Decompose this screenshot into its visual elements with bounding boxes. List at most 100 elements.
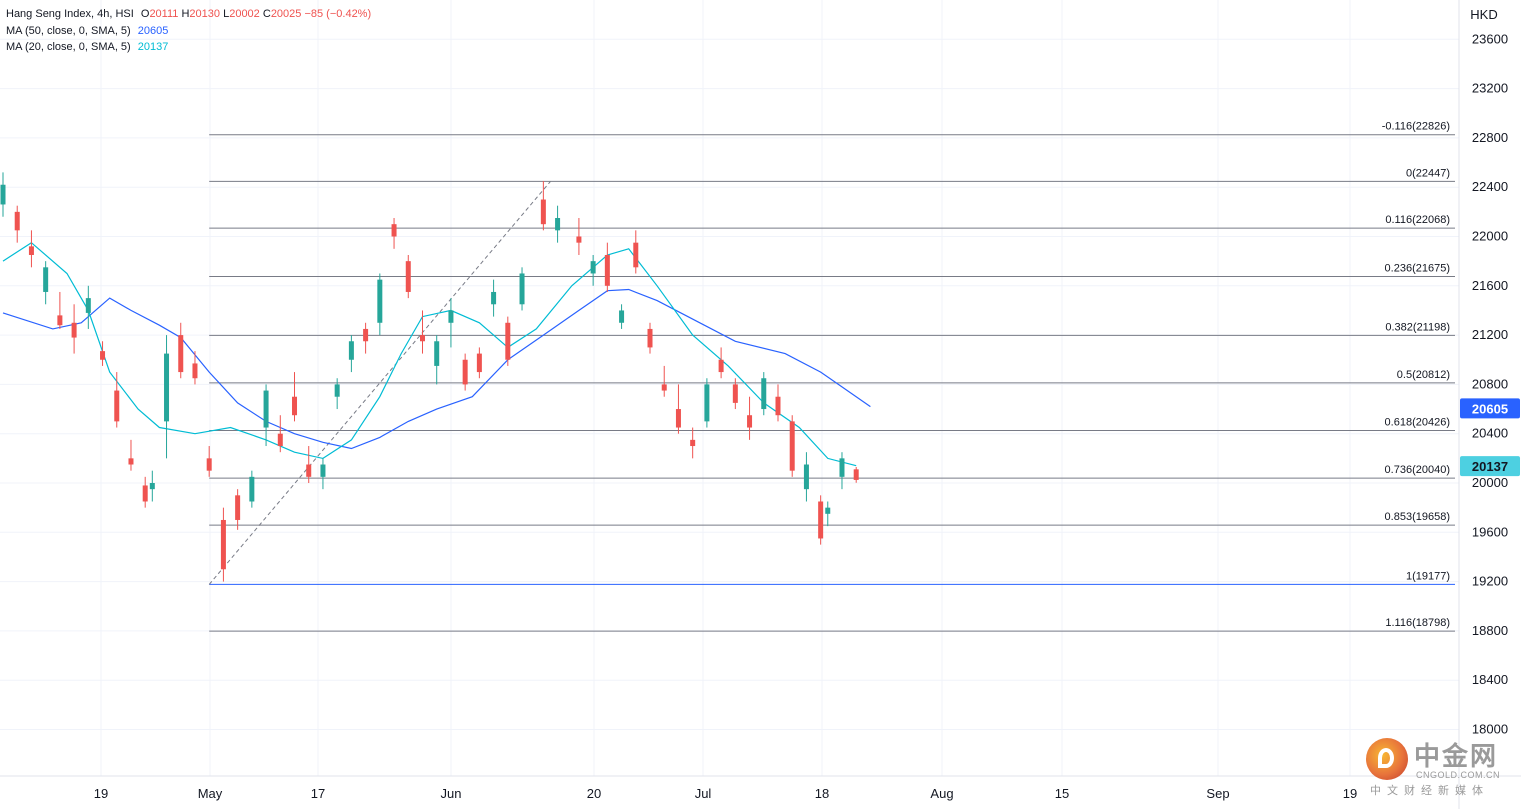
candle-body-down [178, 335, 184, 373]
candle-body-down [57, 315, 63, 326]
candle-body-up [43, 267, 49, 292]
candle-body-down [128, 458, 134, 465]
time-tick-label: 19 [1343, 786, 1357, 801]
fib-level-label: -0.116(22826) [1382, 121, 1450, 133]
legend-ma50-row[interactable]: MA (50, close, 0, SMA, 5) 20605 [6, 23, 371, 40]
candle-body-up [0, 184, 6, 205]
price-tick-label: 20400 [1472, 426, 1508, 441]
open-label: O [140, 8, 150, 20]
close-label: C [262, 8, 271, 20]
time-tick-label: 18 [815, 786, 829, 801]
ma50-line [2, 288, 871, 450]
legend-symbol-row[interactable]: Hang Seng Index, 4h, HSI O20111 H20130 L… [6, 6, 371, 23]
ma20-label: MA (20, close, 0, SMA, 5) [6, 41, 131, 53]
change-value: −85 (−0.42%) [304, 8, 372, 20]
price-tick-label: 20000 [1472, 475, 1508, 490]
candle-body-down [100, 351, 106, 360]
candle-body-up [263, 390, 269, 428]
fib-level-label: 1.116(18798) [1385, 617, 1450, 629]
fib-level-label: 0.853(19658) [1385, 511, 1450, 523]
candle-body-up [761, 378, 767, 410]
price-tick-label: 21200 [1472, 327, 1508, 342]
candle-body-down [604, 254, 610, 286]
candle-body-down [661, 384, 667, 391]
candle-body-up [164, 353, 170, 422]
currency-label: HKD [1470, 7, 1497, 22]
time-tick-label: May [198, 786, 223, 801]
price-axis[interactable]: 18000 18400 18800 19200 19600 20000 20400 20800… [1458, 0, 1520, 809]
price-tick-label: 18000 [1472, 722, 1508, 737]
ma20-line [2, 241, 857, 467]
candle-body-down [775, 396, 781, 416]
time-tick-label: Jul [695, 786, 712, 801]
time-tick-label: Aug [930, 786, 953, 801]
candle-body-down [405, 261, 411, 292]
candle-body-up [85, 298, 91, 313]
ma50-price-tag[interactable] [1460, 398, 1520, 419]
high-value: 20130 [189, 8, 221, 20]
fib-level-label: 0.236(21675) [1385, 263, 1450, 275]
candlesticks [0, 172, 859, 582]
ohlc-values: O20111 H20130 L20002 C20025 −85 (−0.42%) [141, 8, 371, 20]
candle-body-down [419, 335, 425, 342]
candle-body-down [14, 211, 20, 231]
fibonacci-retracement: -0.116(22826) 0(22447) 0.116(22068) 0.236(2… [208, 121, 1455, 632]
price-tick-label: 20800 [1472, 376, 1508, 391]
ma20-price-tag[interactable] [1460, 456, 1520, 477]
candle-body-down [235, 495, 241, 520]
candle-body-down [853, 469, 859, 480]
candle-body-up [348, 341, 354, 360]
candle-body-up [825, 507, 831, 514]
time-axis[interactable]: 19 May 17 Jun 20 Jul 18 Aug 15 Sep 19 [0, 775, 1521, 801]
candle-body-down [142, 485, 148, 502]
price-tick-label: 18400 [1472, 672, 1508, 687]
candle-body-up [590, 261, 596, 274]
price-tick-label: 18800 [1472, 623, 1508, 638]
candle-body-down [363, 328, 369, 342]
candle-body-down [540, 199, 546, 225]
candle-body-up [149, 483, 155, 490]
candle-body-up [249, 476, 255, 502]
watermark-url: CNGOLD.COM.CN [1416, 770, 1501, 780]
fib-level-label: 0.618(20426) [1385, 416, 1450, 428]
chart-legend: Hang Seng Index, 4h, HSI O20111 H20130 L… [6, 6, 371, 56]
candle-body-down [505, 322, 511, 360]
moving-averages [2, 241, 871, 467]
price-tick-label: 23600 [1472, 31, 1508, 46]
time-tick-label: 15 [1055, 786, 1069, 801]
candle-body-down [277, 433, 283, 447]
candle-body-up [519, 273, 525, 305]
watermark-name: 中金网 [1414, 742, 1499, 772]
candle-body-up [491, 291, 497, 305]
legend-ma20-row[interactable]: MA (20, close, 0, SMA, 5) 20137 [6, 39, 371, 56]
candle-body-up [704, 384, 710, 422]
watermark-subtitle: 中文财经新媒体 [1370, 784, 1489, 797]
price-tick-label: 19600 [1472, 524, 1508, 539]
price-tick-label: 23200 [1472, 81, 1508, 96]
cngold-watermark: 中金网 CNGOLD.COM.CN 中文财经新媒体 [1366, 736, 1516, 802]
candle-body-up [320, 464, 326, 477]
time-tick-label: 17 [311, 786, 325, 801]
candle-body-up [555, 218, 561, 231]
candle-body-up [434, 341, 440, 366]
ma50-value: 20605 [137, 24, 169, 37]
open-value: 20111 [149, 8, 179, 20]
candle-body-down [732, 384, 738, 403]
candle-body-down [306, 464, 312, 477]
close-value: 20025 [270, 8, 302, 20]
fib-level-label: 0.5(20812) [1397, 369, 1450, 381]
time-tick-label: Sep [1206, 786, 1229, 801]
price-tick-label: 22800 [1472, 130, 1508, 145]
candle-body-up [448, 310, 454, 323]
price-tick-label: 22000 [1472, 229, 1508, 244]
ma50-price-tag-label: 20605 [1472, 401, 1508, 416]
price-tick-label: 21600 [1472, 278, 1508, 293]
candle-body-down [747, 415, 753, 428]
candle-body-down [789, 421, 795, 471]
price-tick-label: 22400 [1472, 179, 1508, 194]
candle-body-down [818, 501, 824, 539]
high-label: H [181, 8, 190, 20]
candle-body-down [114, 390, 120, 422]
fib-level-label: 0(22447) [1406, 167, 1450, 179]
